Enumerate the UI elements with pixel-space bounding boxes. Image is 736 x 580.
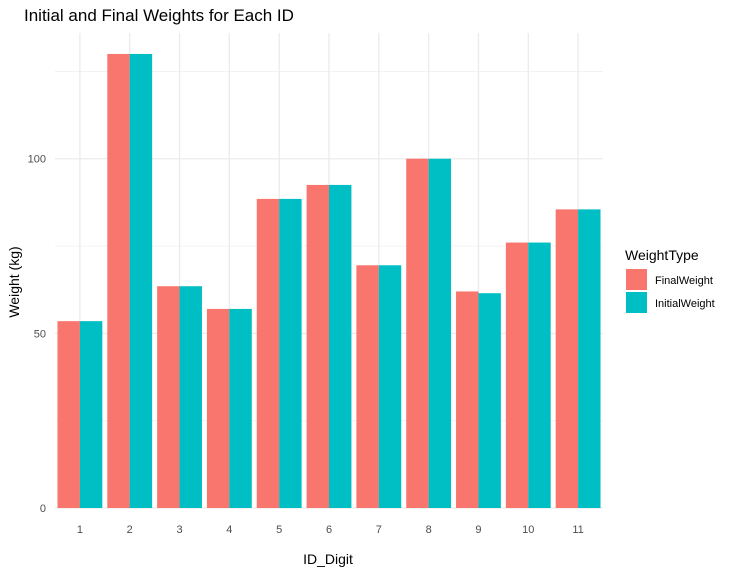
legend-items: FinalWeight InitialWeight [626,269,715,313]
bar-finalweight-10 [505,242,529,508]
x-axis-ticks: 1 2 3 4 5 6 7 8 9 10 11 [77,524,584,536]
x-tick-label: 1 [77,524,83,536]
chart-title: Initial and Final Weights for Each ID [24,6,294,25]
x-tick-label: 5 [276,524,282,536]
bar-finalweight-1 [57,321,80,508]
legend-swatch-finalweight [626,269,647,290]
x-tick-label: 11 [572,524,583,536]
x-axis-label: ID_Digit [303,551,353,567]
x-tick-label: 9 [475,524,481,536]
y-tick-label: 50 [34,328,46,340]
y-axis-label: Weight (kg) [6,246,22,317]
bar-initialweight-11 [578,209,601,509]
x-tick-label: 6 [326,524,332,536]
legend-title: WeightType [625,247,699,263]
legend: WeightType FinalWeight InitialWeight [625,247,715,313]
bar-initialweight-3 [179,286,202,508]
x-tick-label: 10 [522,524,534,536]
bar-initialweight-2 [129,53,153,509]
legend-label-finalweight: FinalWeight [655,275,713,287]
x-tick-label: 4 [226,524,232,536]
bar-initialweight-1 [79,321,103,508]
bars-layer [57,53,601,509]
y-axis-ticks: 0 50 100 [28,154,46,515]
bar-finalweight-3 [157,286,180,508]
bar-finalweight-5 [256,198,280,508]
bar-initialweight-4 [229,308,252,508]
legend-label-initialweight: InitialWeight [655,298,715,310]
bar-finalweight-8 [406,158,429,508]
bar-finalweight-4 [206,308,230,508]
bar-finalweight-11 [555,209,579,509]
bar-initialweight-8 [428,158,452,508]
bar-initialweight-5 [279,198,302,508]
x-tick-label: 7 [376,524,382,536]
bar-initialweight-6 [329,184,352,508]
legend-swatch-initialweight [626,292,647,313]
x-tick-label: 8 [426,524,432,536]
x-tick-label: 3 [176,524,182,536]
bar-finalweight-7 [356,265,379,508]
bar-finalweight-2 [107,53,130,509]
bar-initialweight-9 [478,293,501,508]
y-tick-label: 100 [28,154,46,166]
x-tick-label: 2 [127,524,133,536]
y-tick-label: 0 [40,503,46,515]
bar-finalweight-6 [306,184,329,508]
bar-initialweight-7 [378,265,402,508]
bar-initialweight-10 [528,242,551,508]
bar-finalweight-9 [456,291,479,508]
